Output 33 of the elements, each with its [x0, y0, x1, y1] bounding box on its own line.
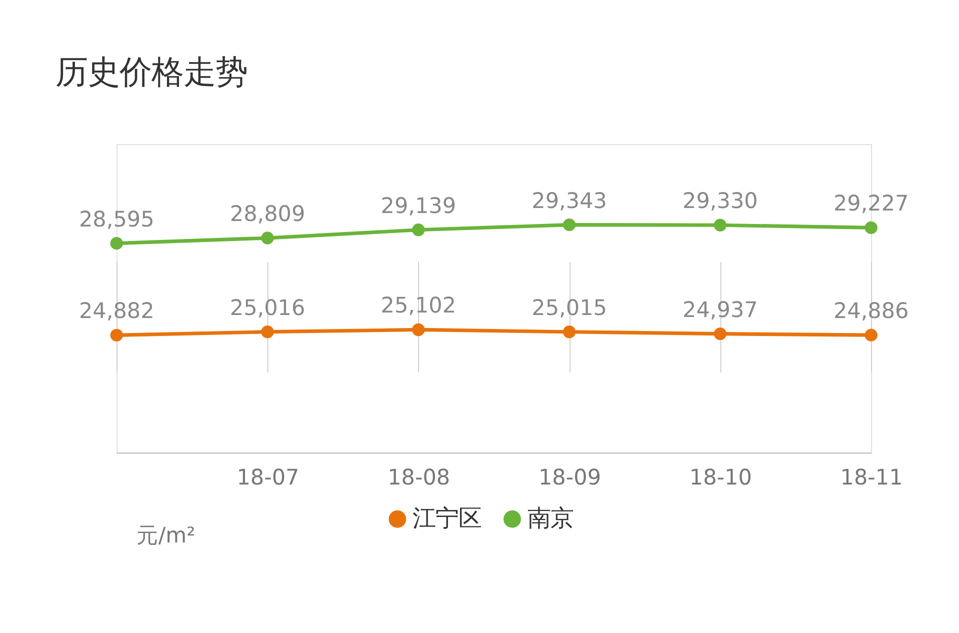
- data-label: 24,886: [833, 299, 909, 324]
- data-label: 28,809: [230, 202, 306, 227]
- point: [562, 326, 576, 338]
- point: [562, 218, 576, 232]
- point: [714, 327, 727, 340]
- point: [261, 232, 274, 244]
- point: [110, 236, 123, 250]
- data-label: 29,227: [833, 192, 909, 217]
- data-label: 29,330: [682, 189, 758, 214]
- data-label: 29,139: [380, 194, 456, 219]
- data-label: 24,882: [78, 299, 154, 324]
- data-label: 25,015: [532, 296, 607, 321]
- x-tick-label: 18-11: [840, 466, 903, 491]
- text: 元/m²: [136, 523, 196, 548]
- x-tick-label: 18-08: [388, 466, 450, 491]
- data-label: 25,102: [380, 294, 456, 319]
- point: [714, 218, 727, 232]
- x-tick-label: 18-09: [538, 466, 602, 491]
- point: [864, 221, 878, 234]
- point: [261, 326, 274, 338]
- point: [864, 328, 878, 342]
- legend-label: 南京: [527, 505, 574, 532]
- x-tick-label: 18-10: [689, 466, 752, 491]
- chart-title: 历史价格走势: [56, 53, 248, 92]
- data-label: 28,595: [78, 207, 154, 232]
- point: [412, 224, 425, 236]
- data-label: 29,343: [532, 188, 607, 214]
- point: [110, 328, 123, 342]
- x-tick-label: 18-07: [236, 466, 300, 491]
- data-label: 25,016: [230, 296, 306, 321]
- legend-label: 江宁区: [412, 505, 482, 532]
- point: [412, 323, 425, 336]
- data-label: 24,937: [682, 298, 758, 323]
